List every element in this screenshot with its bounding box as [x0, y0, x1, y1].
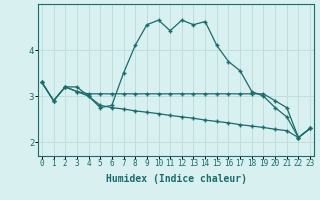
X-axis label: Humidex (Indice chaleur): Humidex (Indice chaleur) — [106, 174, 246, 184]
